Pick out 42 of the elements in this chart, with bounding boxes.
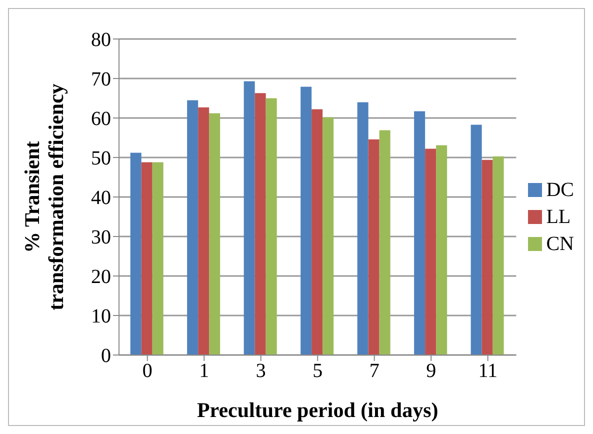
x-tick-label: 0 xyxy=(142,360,152,382)
y-axis-title: % Transient transformation efficiency xyxy=(20,83,68,310)
bar xyxy=(254,93,266,355)
x-tick-label: 1 xyxy=(199,360,210,382)
bar xyxy=(357,102,368,355)
x-tick-label: 3 xyxy=(256,360,266,382)
y-tick-label: 70 xyxy=(91,68,111,91)
bar xyxy=(312,109,323,355)
bar xyxy=(322,117,334,355)
bar xyxy=(414,111,426,355)
bar xyxy=(300,86,312,355)
x-tick-label: 5 xyxy=(312,360,323,382)
y-tick-label: 80 xyxy=(91,29,111,52)
bar xyxy=(368,139,380,355)
bar xyxy=(141,162,152,355)
bar xyxy=(198,107,210,355)
y-tick-label: 30 xyxy=(91,226,111,249)
bar xyxy=(152,162,164,355)
bar xyxy=(187,100,198,355)
legend-label: CN xyxy=(546,232,574,256)
x-tick-label: 7 xyxy=(369,360,380,382)
bar xyxy=(470,124,482,355)
bar xyxy=(244,81,255,355)
y-tick-label: 0 xyxy=(101,345,111,368)
bar xyxy=(379,130,390,355)
y-tick-label: 60 xyxy=(91,108,111,130)
bar xyxy=(209,113,220,355)
bar xyxy=(492,156,504,355)
bar xyxy=(266,98,277,355)
y-tick-label: 10 xyxy=(91,306,111,328)
bar xyxy=(130,152,142,355)
y-tick-label: 20 xyxy=(91,266,111,288)
bar xyxy=(436,145,448,355)
bar xyxy=(425,148,436,355)
x-tick-label: 11 xyxy=(478,360,498,382)
x-axis-title: Preculture period (in days) xyxy=(196,398,438,422)
bar xyxy=(482,160,493,355)
x-tick-label: 9 xyxy=(426,360,436,382)
legend-label: DC xyxy=(546,178,574,202)
y-tick-label: 50 xyxy=(91,148,111,170)
y-tick-label: 40 xyxy=(91,187,111,210)
legend-label: LL xyxy=(546,206,571,228)
